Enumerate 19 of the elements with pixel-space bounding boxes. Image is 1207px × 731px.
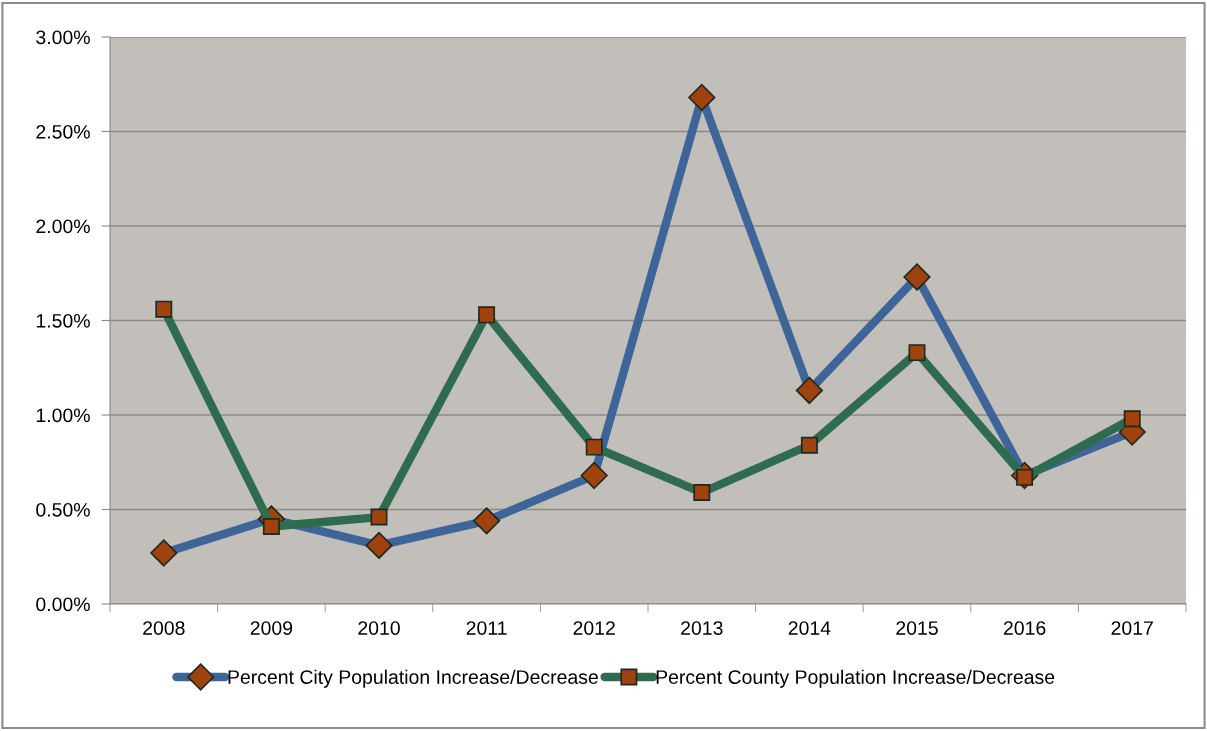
x-tick-label: 2009	[250, 621, 293, 635]
x-tick-label: 2017	[1111, 621, 1153, 635]
y-tick-label: 0.50%	[36, 502, 90, 517]
x-tick-label: 2011	[466, 621, 507, 635]
x-tick-label: 2014	[788, 621, 831, 635]
y-tick-label: 3.00%	[36, 30, 90, 45]
legend-label: Percent City Population Increase/Decrease	[228, 669, 598, 688]
y-tick-label: 2.00%	[36, 219, 90, 234]
x-tick-label: 2010	[358, 621, 400, 635]
x-tick-label: 2013	[681, 621, 723, 635]
y-tick-label: 1.00%	[36, 408, 90, 423]
x-tick-label: 2008	[143, 621, 185, 635]
legend-label: Percent County Population Increase/Decrease	[656, 669, 1055, 688]
y-tick-label: 1.50%	[36, 313, 90, 328]
x-tick-label: 2016	[1003, 621, 1046, 635]
y-tick-label: 0.00%	[36, 597, 90, 612]
x-tick-label: 2015	[896, 621, 938, 635]
y-tick-label: 2.50%	[36, 124, 90, 139]
x-tick-label: 2012	[573, 621, 615, 635]
